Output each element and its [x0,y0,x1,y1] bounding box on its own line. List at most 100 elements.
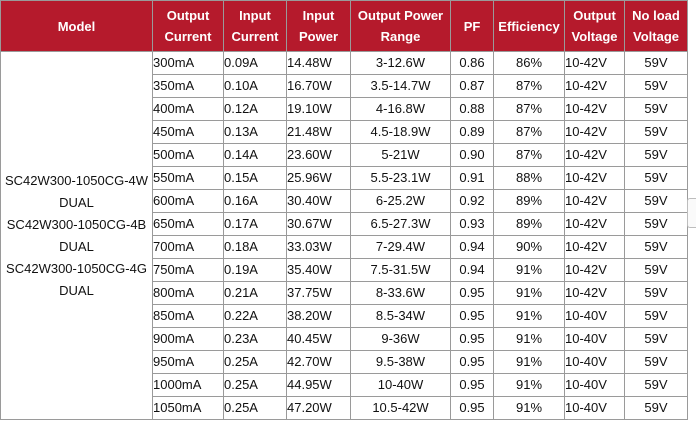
cell-input-current: 0.22A [223,304,287,328]
cell-efficiency: 91% [493,281,565,305]
header-output-voltage: Output Voltage [564,0,625,52]
cell-no-load-voltage: 59V [624,212,688,236]
cell-no-load-voltage: 59V [624,189,688,213]
cell-no-load-voltage: 59V [624,350,688,374]
cell-output-voltage: 10-40V [564,350,625,374]
cell-no-load-voltage: 59V [624,74,688,98]
cell-no-load-voltage: 59V [624,258,688,282]
cell-output-voltage: 10-42V [564,166,625,190]
cell-no-load-voltage: 59V [624,373,688,397]
cell-efficiency: 91% [493,350,565,374]
table-row: 1000mA 0.25A 44.95W 10-40W 0.95 91% 10-40V 59V [1,373,688,397]
table-row: 350mA 0.10A 16.70W 3.5-14.7W 0.87 87% 10-42V 59… [1,74,688,98]
cell-efficiency: 87% [493,74,565,98]
cell-input-power: 30.67W [286,212,351,236]
cell-output-current: 700mA [152,235,224,259]
cell-pf: 0.92 [450,189,494,213]
cell-output-current: 400mA [152,97,224,121]
cell-output-power-range: 3-12.6W [350,51,451,75]
cell-output-current: 450mA [152,120,224,144]
cell-no-load-voltage: 59V [624,51,688,75]
cell-pf: 0.87 [450,74,494,98]
cell-input-power: 25.96W [286,166,351,190]
cell-efficiency: 87% [493,97,565,121]
cell-input-power: 37.75W [286,281,351,305]
table-row: 450mA 0.13A 21.48W 4.5-18.9W 0.89 87% 10-42V 59… [1,120,688,144]
cell-efficiency: 88% [493,166,565,190]
cell-input-power: 47.20W [286,396,351,420]
spec-table: Model Output Current Input Current Input Power… [0,0,688,420]
cell-output-voltage: 10-40V [564,304,625,328]
cell-output-current: 950mA [152,350,224,374]
cell-output-current: 800mA [152,281,224,305]
cell-pf: 0.91 [450,166,494,190]
cell-input-current: 0.13A [223,120,287,144]
cell-efficiency: 91% [493,373,565,397]
cell-input-power: 38.20W [286,304,351,328]
cell-output-voltage: 10-42V [564,258,625,282]
cell-output-current: 750mA [152,258,224,282]
cell-input-current: 0.12A [223,97,287,121]
cell-input-power: 33.03W [286,235,351,259]
header-output-voltage-line: Output [573,8,616,23]
cell-output-power-range: 5-21W [350,143,451,167]
header-input-power-line: Input [302,8,335,23]
cell-input-current: 0.19A [223,258,287,282]
cell-output-power-range: 8.5-34W [350,304,451,328]
table-row: 1050mA 0.25A 47.20W 10.5-42W 0.95 91% 10-40V 59… [1,396,688,420]
cell-pf: 0.94 [450,258,494,282]
side-panel-tab-icon[interactable] [687,198,696,228]
cell-output-current: 650mA [152,212,224,236]
header-input-power-line: Power [298,29,338,44]
cell-efficiency: 87% [493,143,565,167]
cell-output-current: 850mA [152,304,224,328]
cell-output-power-range: 8-33.6W [350,281,451,305]
cell-output-voltage: 10-42V [564,97,625,121]
cell-input-power: 21.48W [286,120,351,144]
cell-output-current: 500mA [152,143,224,167]
cell-input-power: 40.45W [286,327,351,351]
header-input-current: Input Current [223,0,287,52]
cell-pf: 0.95 [450,350,494,374]
cell-efficiency: 91% [493,304,565,328]
cell-pf: 0.95 [450,327,494,351]
header-efficiency-line: Efficiency [498,18,560,34]
header-output-voltage-line: Voltage [571,29,618,44]
header-pf-line: PF [463,18,481,34]
cell-no-load-voltage: 59V [624,281,688,305]
cell-pf: 0.86 [450,51,494,75]
cell-input-power: 23.60W [286,143,351,167]
cell-no-load-voltage: 59V [624,327,688,351]
cell-output-current: 1000mA [152,373,224,397]
cell-output-voltage: 10-42V [564,74,625,98]
header-pf: PF [450,0,494,52]
header-input-current-line: Input [239,8,271,23]
cell-output-voltage: 10-42V [564,120,625,144]
table-row: 850mA 0.22A 38.20W 8.5-34W 0.95 91% 10-40V 59V [1,304,688,328]
cell-pf: 0.95 [450,373,494,397]
cell-no-load-voltage: 59V [624,396,688,420]
cell-pf: 0.88 [450,97,494,121]
header-model-line: Model [57,18,96,34]
cell-input-power: 16.70W [286,74,351,98]
cell-output-power-range: 10.5-42W [350,396,451,420]
cell-output-power-range: 6.5-27.3W [350,212,451,236]
header-output-power-range-line: Range [380,29,421,44]
cell-efficiency: 87% [493,120,565,144]
header-efficiency: Efficiency [493,0,565,52]
cell-output-power-range: 3.5-14.7W [350,74,451,98]
cell-no-load-voltage: 59V [624,304,688,328]
cell-efficiency: 89% [493,212,565,236]
cell-output-power-range: 7-29.4W [350,235,451,259]
table-row: 700mA 0.18A 33.03W 7-29.4W 0.94 90% 10-42V 59V [1,235,688,259]
cell-pf: 0.95 [450,396,494,420]
cell-pf: 0.95 [450,304,494,328]
cell-input-power: 44.95W [286,373,351,397]
header-output-current-line: Output [166,8,210,23]
cell-output-voltage: 10-42V [564,51,625,75]
table-row: 500mA 0.14A 23.60W 5-21W 0.90 87% 10-42V 59V [1,143,688,167]
cell-pf: 0.89 [450,120,494,144]
cell-output-voltage: 10-40V [564,327,625,351]
cell-output-voltage: 10-42V [564,189,625,213]
cell-output-power-range: 5.5-23.1W [350,166,451,190]
